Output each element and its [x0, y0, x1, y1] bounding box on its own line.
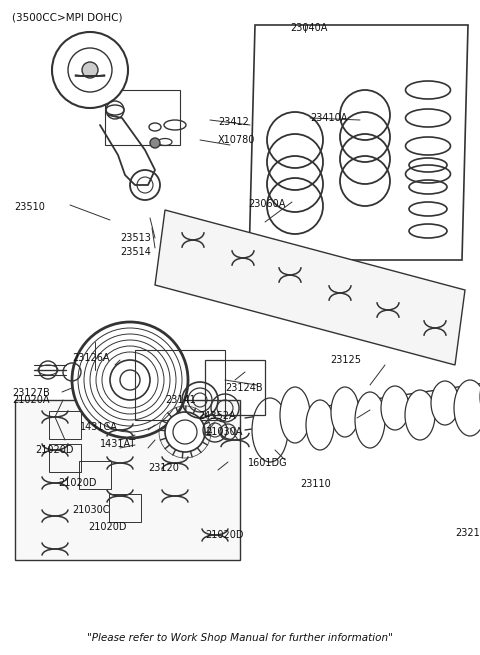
Bar — [105, 90, 180, 145]
Text: 21030C: 21030C — [72, 505, 109, 515]
Text: 23211B: 23211B — [455, 528, 480, 538]
Ellipse shape — [252, 398, 288, 462]
Text: 1431CA: 1431CA — [80, 422, 118, 432]
Text: 21020D: 21020D — [35, 445, 73, 455]
Ellipse shape — [381, 386, 409, 430]
Text: 1601DG: 1601DG — [248, 458, 288, 468]
Ellipse shape — [454, 380, 480, 436]
Text: 23141: 23141 — [165, 395, 196, 405]
Ellipse shape — [331, 387, 359, 437]
Polygon shape — [249, 25, 468, 260]
Text: 23514: 23514 — [120, 247, 151, 257]
Text: 23120: 23120 — [148, 463, 179, 473]
Bar — [109, 494, 141, 522]
Text: "Please refer to Work Shop Manual for further information": "Please refer to Work Shop Manual for fu… — [87, 633, 393, 643]
Ellipse shape — [355, 392, 385, 448]
Ellipse shape — [405, 390, 435, 440]
Text: 24352A: 24352A — [198, 411, 236, 421]
Ellipse shape — [306, 400, 334, 450]
Text: 23127B: 23127B — [12, 388, 50, 398]
Circle shape — [72, 322, 188, 438]
Polygon shape — [155, 210, 465, 365]
Text: 23040A: 23040A — [290, 23, 327, 33]
Text: 1431AT: 1431AT — [100, 439, 136, 449]
Text: 21020D: 21020D — [205, 530, 243, 540]
Text: (3500CC>MPI DOHC): (3500CC>MPI DOHC) — [12, 13, 122, 23]
Text: 23125: 23125 — [330, 355, 361, 365]
Bar — [79, 461, 111, 489]
Text: X10780: X10780 — [218, 135, 255, 145]
Bar — [49, 411, 81, 439]
Bar — [205, 360, 265, 415]
Text: 23110: 23110 — [300, 479, 331, 489]
Text: 23124B: 23124B — [225, 383, 263, 393]
Text: 21020D: 21020D — [58, 478, 96, 488]
Circle shape — [82, 62, 98, 78]
Text: 23513: 23513 — [120, 233, 151, 243]
Text: 23060A: 23060A — [248, 199, 286, 209]
Text: 21020A: 21020A — [12, 395, 49, 405]
Circle shape — [165, 412, 205, 452]
Circle shape — [52, 32, 128, 108]
Text: 23126A: 23126A — [72, 353, 109, 363]
Ellipse shape — [280, 387, 310, 443]
Text: 23410A: 23410A — [310, 113, 348, 123]
Text: 23510: 23510 — [14, 202, 45, 212]
Text: 21020D: 21020D — [88, 522, 127, 532]
Bar — [49, 444, 81, 472]
Ellipse shape — [431, 381, 459, 425]
Circle shape — [150, 138, 160, 148]
Bar — [135, 350, 225, 420]
Text: 21030A: 21030A — [205, 427, 242, 437]
Polygon shape — [15, 400, 240, 560]
Text: 23412: 23412 — [218, 117, 249, 127]
